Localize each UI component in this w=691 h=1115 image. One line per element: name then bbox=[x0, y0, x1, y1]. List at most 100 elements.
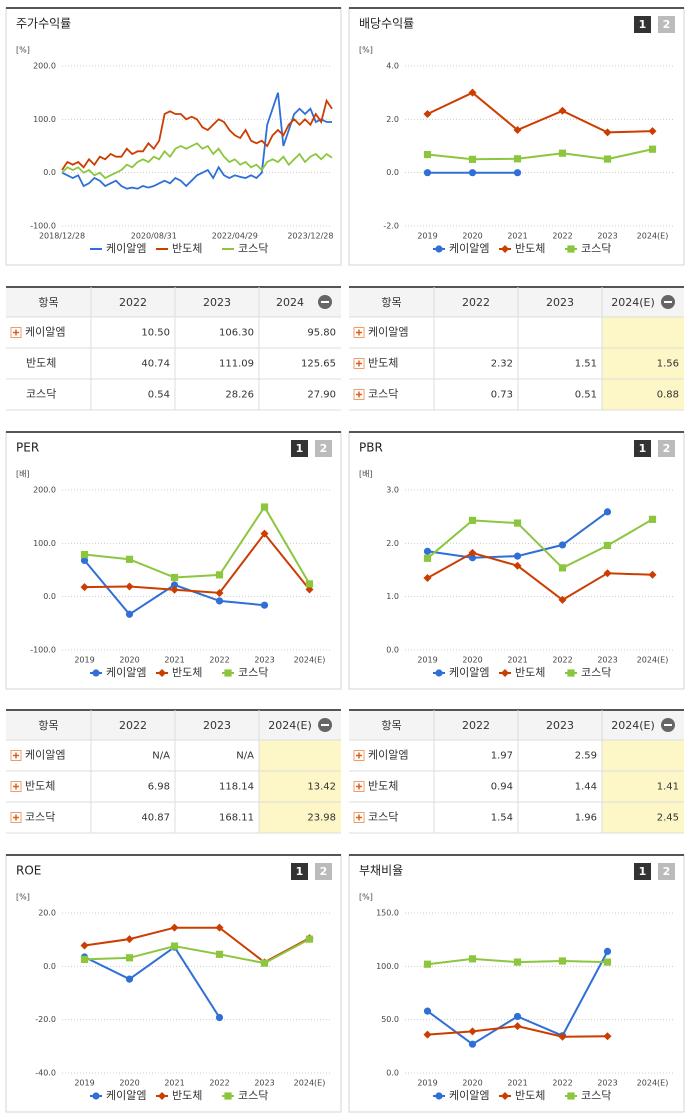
table-header: 2024 bbox=[276, 296, 304, 309]
legend-label: 반도체 bbox=[172, 666, 202, 679]
cell-value: 1.96 bbox=[575, 813, 597, 824]
marker-circle bbox=[423, 1007, 432, 1015]
chart-panel: ROE 1 2 [%] -40.0 -20.0 0.0 20.0 2019 2020 2021 202… bbox=[5, 854, 342, 1113]
table-header: 2023 bbox=[203, 719, 231, 732]
panel-bg bbox=[348, 7, 685, 266]
marker-square bbox=[603, 958, 612, 966]
marker-diamond bbox=[558, 1032, 567, 1041]
row-label: 반도체 bbox=[25, 780, 55, 793]
marker-diamond bbox=[170, 585, 179, 594]
x-tick-label: 2022/04/29 bbox=[212, 232, 258, 241]
page-button[interactable] bbox=[291, 440, 308, 457]
page-button[interactable] bbox=[634, 863, 651, 880]
marker-square bbox=[567, 669, 575, 677]
marker-diamond bbox=[558, 106, 567, 115]
cell-value: 27.90 bbox=[307, 390, 336, 401]
marker-circle bbox=[468, 169, 477, 177]
cell-value: 0.54 bbox=[148, 390, 170, 401]
expand-icon-plus bbox=[13, 329, 19, 336]
table-header: 2024(E) bbox=[268, 719, 312, 732]
page-button[interactable] bbox=[291, 863, 308, 880]
panel-title: ROE bbox=[16, 864, 41, 878]
cell-value: 1.41 bbox=[657, 782, 679, 793]
marker-diamond bbox=[423, 1030, 432, 1039]
marker-diamond bbox=[215, 923, 224, 932]
unit-label: [%] bbox=[16, 46, 30, 55]
row-label: 케이알엠 bbox=[368, 748, 408, 762]
x-tick-label: 2023 bbox=[597, 232, 617, 241]
page-button[interactable] bbox=[315, 440, 332, 457]
x-tick-label: 2020 bbox=[462, 1079, 482, 1088]
table-header: 항목 bbox=[381, 296, 401, 309]
marker-diamond bbox=[648, 570, 657, 579]
marker-square bbox=[558, 564, 567, 572]
unit-label: [%] bbox=[359, 893, 373, 902]
page-button[interactable] bbox=[658, 863, 675, 880]
marker-circle bbox=[92, 669, 100, 677]
legend-label: 코스닥 bbox=[581, 666, 611, 679]
marker-square bbox=[513, 519, 522, 527]
table-header: 2024(E) bbox=[611, 719, 655, 732]
marker-circle bbox=[468, 1040, 477, 1048]
cell-value: 111.09 bbox=[219, 359, 254, 370]
cell-value: 1.56 bbox=[657, 359, 679, 370]
legend-label: 케이알엠 bbox=[106, 665, 146, 679]
cell-value: 13.42 bbox=[307, 782, 336, 793]
marker-diamond bbox=[305, 585, 314, 594]
cell-value: 1.54 bbox=[491, 813, 513, 824]
page-button-label[interactable]: 2 bbox=[320, 865, 328, 878]
marker-square bbox=[603, 541, 612, 550]
marker-square bbox=[603, 155, 612, 163]
page-button[interactable] bbox=[658, 440, 675, 457]
marker-square bbox=[215, 950, 224, 958]
y-tick-label: 20.0 bbox=[38, 909, 56, 918]
y-tick-label: 2.0 bbox=[386, 115, 399, 124]
page-button[interactable] bbox=[634, 16, 651, 33]
x-tick-label: 2024(E) bbox=[294, 656, 326, 665]
cell-value: 0.88 bbox=[657, 390, 679, 401]
page-button-label[interactable]: 1 bbox=[296, 865, 304, 878]
marker-circle bbox=[170, 581, 179, 589]
x-tick-label: 2023 bbox=[597, 656, 617, 665]
series-line bbox=[84, 532, 311, 594]
y-tick-label: -100.0 bbox=[30, 222, 56, 231]
page-button[interactable] bbox=[658, 16, 675, 33]
x-tick-label: 2022 bbox=[209, 656, 229, 665]
marker-circle bbox=[603, 947, 612, 956]
y-tick-label: -20.0 bbox=[35, 1015, 56, 1024]
legend-label: 케이알엠 bbox=[449, 241, 489, 255]
page-button-label[interactable]: 2 bbox=[663, 442, 671, 455]
data-table: 항목 2022 2023 2024(E) 케이알엠 N/A N/A 반도체 6.98 118.14… bbox=[6, 709, 341, 834]
expand-icon-plus bbox=[13, 814, 19, 821]
page-button[interactable] bbox=[315, 863, 332, 880]
page-button-label[interactable]: 1 bbox=[639, 865, 647, 878]
unit-label: [%] bbox=[359, 46, 373, 55]
row-label: 코스닥 bbox=[26, 388, 56, 401]
table-header: 2023 bbox=[203, 296, 231, 309]
y-tick-label: 100.0 bbox=[33, 115, 56, 124]
page-button-label[interactable]: 2 bbox=[663, 18, 671, 31]
cell-value: N/A bbox=[152, 751, 170, 762]
panel-bg bbox=[348, 854, 685, 1113]
page-button-label[interactable]: 1 bbox=[296, 442, 304, 455]
x-tick-label: 2019 bbox=[74, 656, 94, 665]
marker-diamond bbox=[513, 126, 522, 134]
x-tick-label: 2019 bbox=[417, 232, 437, 241]
marker-diamond bbox=[648, 127, 657, 136]
x-tick-label: 2023/12/28 bbox=[287, 232, 333, 241]
y-tick-label: 0.0 bbox=[386, 1069, 399, 1078]
cell-value: 168.11 bbox=[219, 813, 254, 824]
marker-circle bbox=[558, 541, 567, 549]
y-tick-label: 3.0 bbox=[386, 486, 399, 495]
marker-diamond bbox=[603, 1032, 612, 1041]
page-button-label[interactable]: 1 bbox=[639, 18, 647, 31]
page-button[interactable] bbox=[634, 440, 651, 457]
legend-label: 케이알엠 bbox=[449, 665, 489, 679]
marker-circle bbox=[260, 601, 269, 609]
row-label: 케이알엠 bbox=[368, 325, 408, 339]
page-button-label[interactable]: 2 bbox=[320, 442, 328, 455]
marker-diamond bbox=[423, 574, 432, 582]
legend-label: 케이알엠 bbox=[449, 1088, 489, 1102]
page-button-label[interactable]: 1 bbox=[639, 442, 647, 455]
page-button-label[interactable]: 2 bbox=[663, 865, 671, 878]
